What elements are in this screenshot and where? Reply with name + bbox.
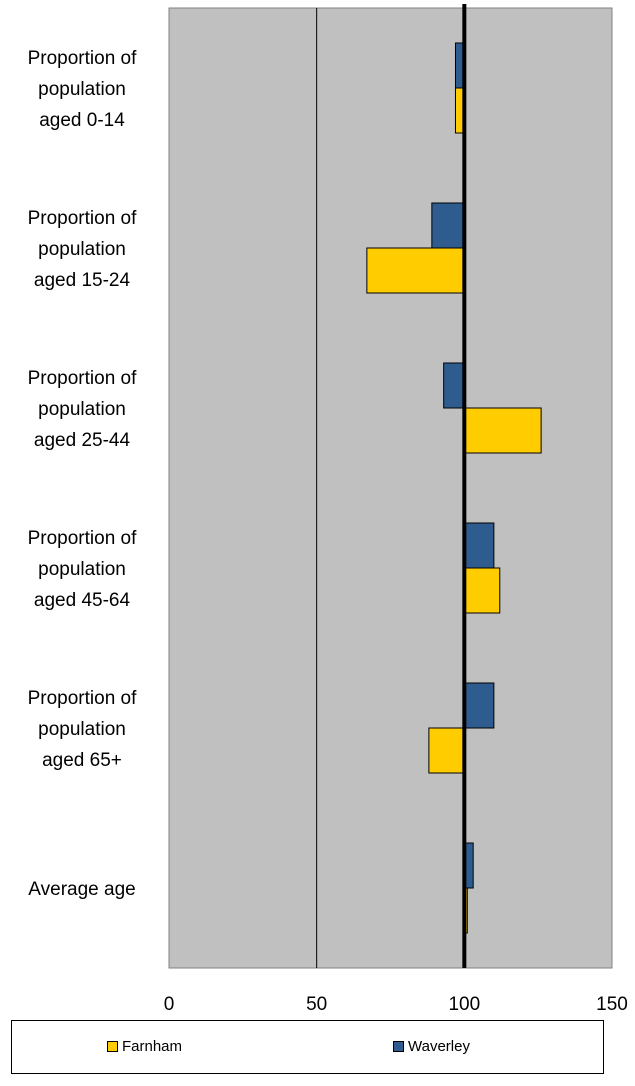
category-label-4: Proportion of population aged 65+ — [28, 688, 138, 771]
legend-item-farnham: Farnham — [107, 1038, 182, 1055]
category-label-3: Proportion of population aged 45-64 — [28, 528, 138, 611]
x-tick-label-50: 50 — [306, 994, 327, 1015]
legend-item-waverley: Waverley — [393, 1038, 470, 1055]
category-label-1: Proportion of population aged 15-24 — [28, 208, 138, 291]
bar-waverley-4 — [463, 682, 495, 729]
legend-label-farnham: Farnham — [122, 1038, 183, 1055]
plot-area — [168, 7, 613, 969]
x-tick-label-0: 0 — [164, 994, 175, 1015]
bar-farnham-2 — [463, 407, 542, 454]
legend: Farnham Waverley — [11, 1020, 604, 1074]
bar-chart: Proportion of population aged 0-14 Proporti… — [28, 4, 628, 1015]
x-tick-label-100: 100 — [448, 994, 480, 1015]
category-label-0: Proportion of population aged 0-14 — [28, 48, 138, 131]
bar-waverley-2 — [443, 362, 465, 409]
bar-waverley-1 — [431, 202, 465, 249]
bar-farnham-4 — [428, 727, 465, 774]
bar-farnham-1 — [366, 247, 465, 294]
category-label-2: Proportion of population aged 25-44 — [28, 368, 138, 451]
bar-waverley-3 — [463, 522, 495, 569]
category-label-5: Average age — [28, 879, 135, 900]
legend-swatch-waverley — [393, 1041, 404, 1052]
legend-label-waverley: Waverley — [408, 1038, 470, 1055]
legend-swatch-farnham — [107, 1041, 118, 1052]
bar-farnham-3 — [463, 567, 501, 614]
x-tick-label-150: 150 — [596, 994, 628, 1015]
